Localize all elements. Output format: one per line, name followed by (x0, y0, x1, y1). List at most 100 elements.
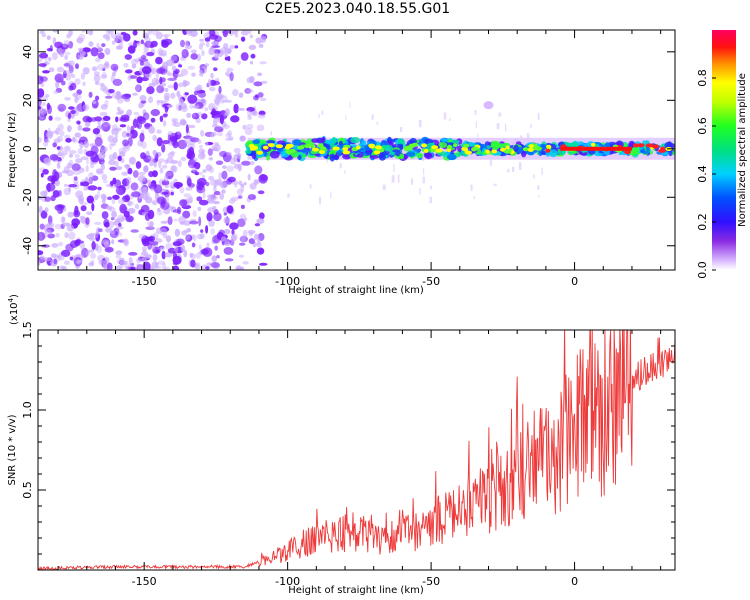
noise-speckle (148, 241, 159, 246)
noise-speckle (234, 33, 239, 38)
noise-speckle (77, 147, 84, 155)
noise-speckle (64, 145, 71, 152)
noise-speckle (44, 207, 49, 213)
noise-speckle (55, 80, 60, 89)
noise-speckle (240, 30, 249, 36)
noise-speckle (99, 111, 108, 117)
noise-speckle (198, 44, 203, 50)
noise-speckle (194, 86, 201, 92)
noise-streak (422, 176, 425, 184)
noise-speckle (84, 121, 91, 127)
noise-speckle (207, 194, 214, 198)
noise-speckle (136, 42, 141, 47)
signal-peak (545, 148, 551, 153)
signal-peak (373, 150, 381, 155)
noise-streak (400, 127, 403, 132)
noise-speckle (173, 218, 178, 222)
noise-speckle (211, 255, 217, 262)
noise-speckle (107, 30, 114, 36)
noise-speckle (126, 125, 131, 132)
x-tick-label: -150 (132, 575, 157, 588)
noise-speckle (248, 231, 253, 237)
noise-speckle (88, 177, 93, 184)
noise-speckle (215, 99, 220, 107)
noise-speckle (39, 255, 45, 260)
noise-streak (538, 195, 540, 198)
signal-blob (269, 150, 280, 159)
noise-streak (376, 122, 379, 125)
noise-speckle (206, 212, 213, 222)
snr-series-line (38, 330, 675, 570)
noise-speckle (100, 104, 108, 110)
noise-speckle (254, 165, 263, 175)
noise-speckle (108, 89, 115, 94)
noise-speckle (58, 255, 65, 261)
noise-speckle (41, 33, 47, 38)
signal-blob (676, 148, 685, 151)
noise-speckle (161, 40, 169, 48)
noise-speckle (93, 74, 101, 83)
noise-speckle (176, 238, 185, 245)
noise-speckle (88, 249, 95, 253)
noise-speckle (156, 84, 165, 94)
noise-speckle (55, 233, 60, 238)
noise-speckle (248, 44, 257, 51)
noise-speckle (214, 144, 221, 152)
signal-peak (660, 146, 666, 151)
noise-speckle (62, 70, 71, 74)
signal-blob (513, 144, 519, 152)
noise-speckle (101, 173, 108, 181)
noise-speckle (46, 102, 51, 110)
noise-speckle (82, 47, 91, 53)
noise-speckle (253, 81, 263, 87)
noise-speckle (222, 165, 227, 169)
noise-speckle (125, 69, 133, 74)
noise-speckle (100, 84, 107, 92)
noise-speckle (225, 71, 230, 77)
noise-speckle (224, 99, 232, 103)
noise-speckle (87, 185, 98, 191)
noise-speckle (211, 40, 219, 46)
noise-speckle (67, 112, 72, 120)
noise-speckle (144, 254, 152, 259)
noise-speckle (47, 56, 52, 62)
noise-speckle (245, 88, 254, 94)
noise-speckle (189, 252, 194, 258)
noise-speckle (96, 190, 101, 199)
signal-peak (275, 144, 283, 149)
noise-speckle (57, 123, 64, 132)
noise-speckle (179, 186, 185, 194)
noise-speckle (196, 185, 206, 194)
noise-speckle (98, 228, 103, 233)
noise-speckle (164, 184, 169, 189)
signal-peak (645, 143, 654, 148)
noise-speckle (50, 253, 57, 258)
noise-speckle (104, 246, 114, 253)
signal-blob (438, 142, 448, 148)
noise-speckle (198, 216, 202, 227)
noise-speckle (148, 125, 156, 134)
y-tick-label: 20 (21, 93, 34, 107)
noise-speckle (44, 138, 50, 143)
noise-speckle (69, 240, 79, 249)
noise-speckle (91, 175, 99, 181)
noise-speckle (54, 223, 63, 230)
x-tick-label: -100 (275, 275, 300, 288)
noise-speckle (134, 71, 143, 76)
noise-speckle (218, 85, 222, 94)
noise-speckle (74, 154, 80, 158)
noise-speckle (261, 36, 268, 40)
noise-speckle (118, 147, 127, 154)
noise-speckle (64, 54, 68, 61)
noise-speckle (94, 221, 102, 225)
noise-streak (504, 123, 507, 132)
noise-speckle (208, 219, 215, 227)
noise-speckle (152, 150, 157, 156)
noise-speckle (218, 172, 223, 180)
noise-speckle (100, 161, 105, 167)
noise-speckle (228, 136, 234, 141)
noise-speckle (78, 54, 83, 59)
signal-blob (315, 137, 326, 144)
noise-speckle (127, 200, 132, 207)
